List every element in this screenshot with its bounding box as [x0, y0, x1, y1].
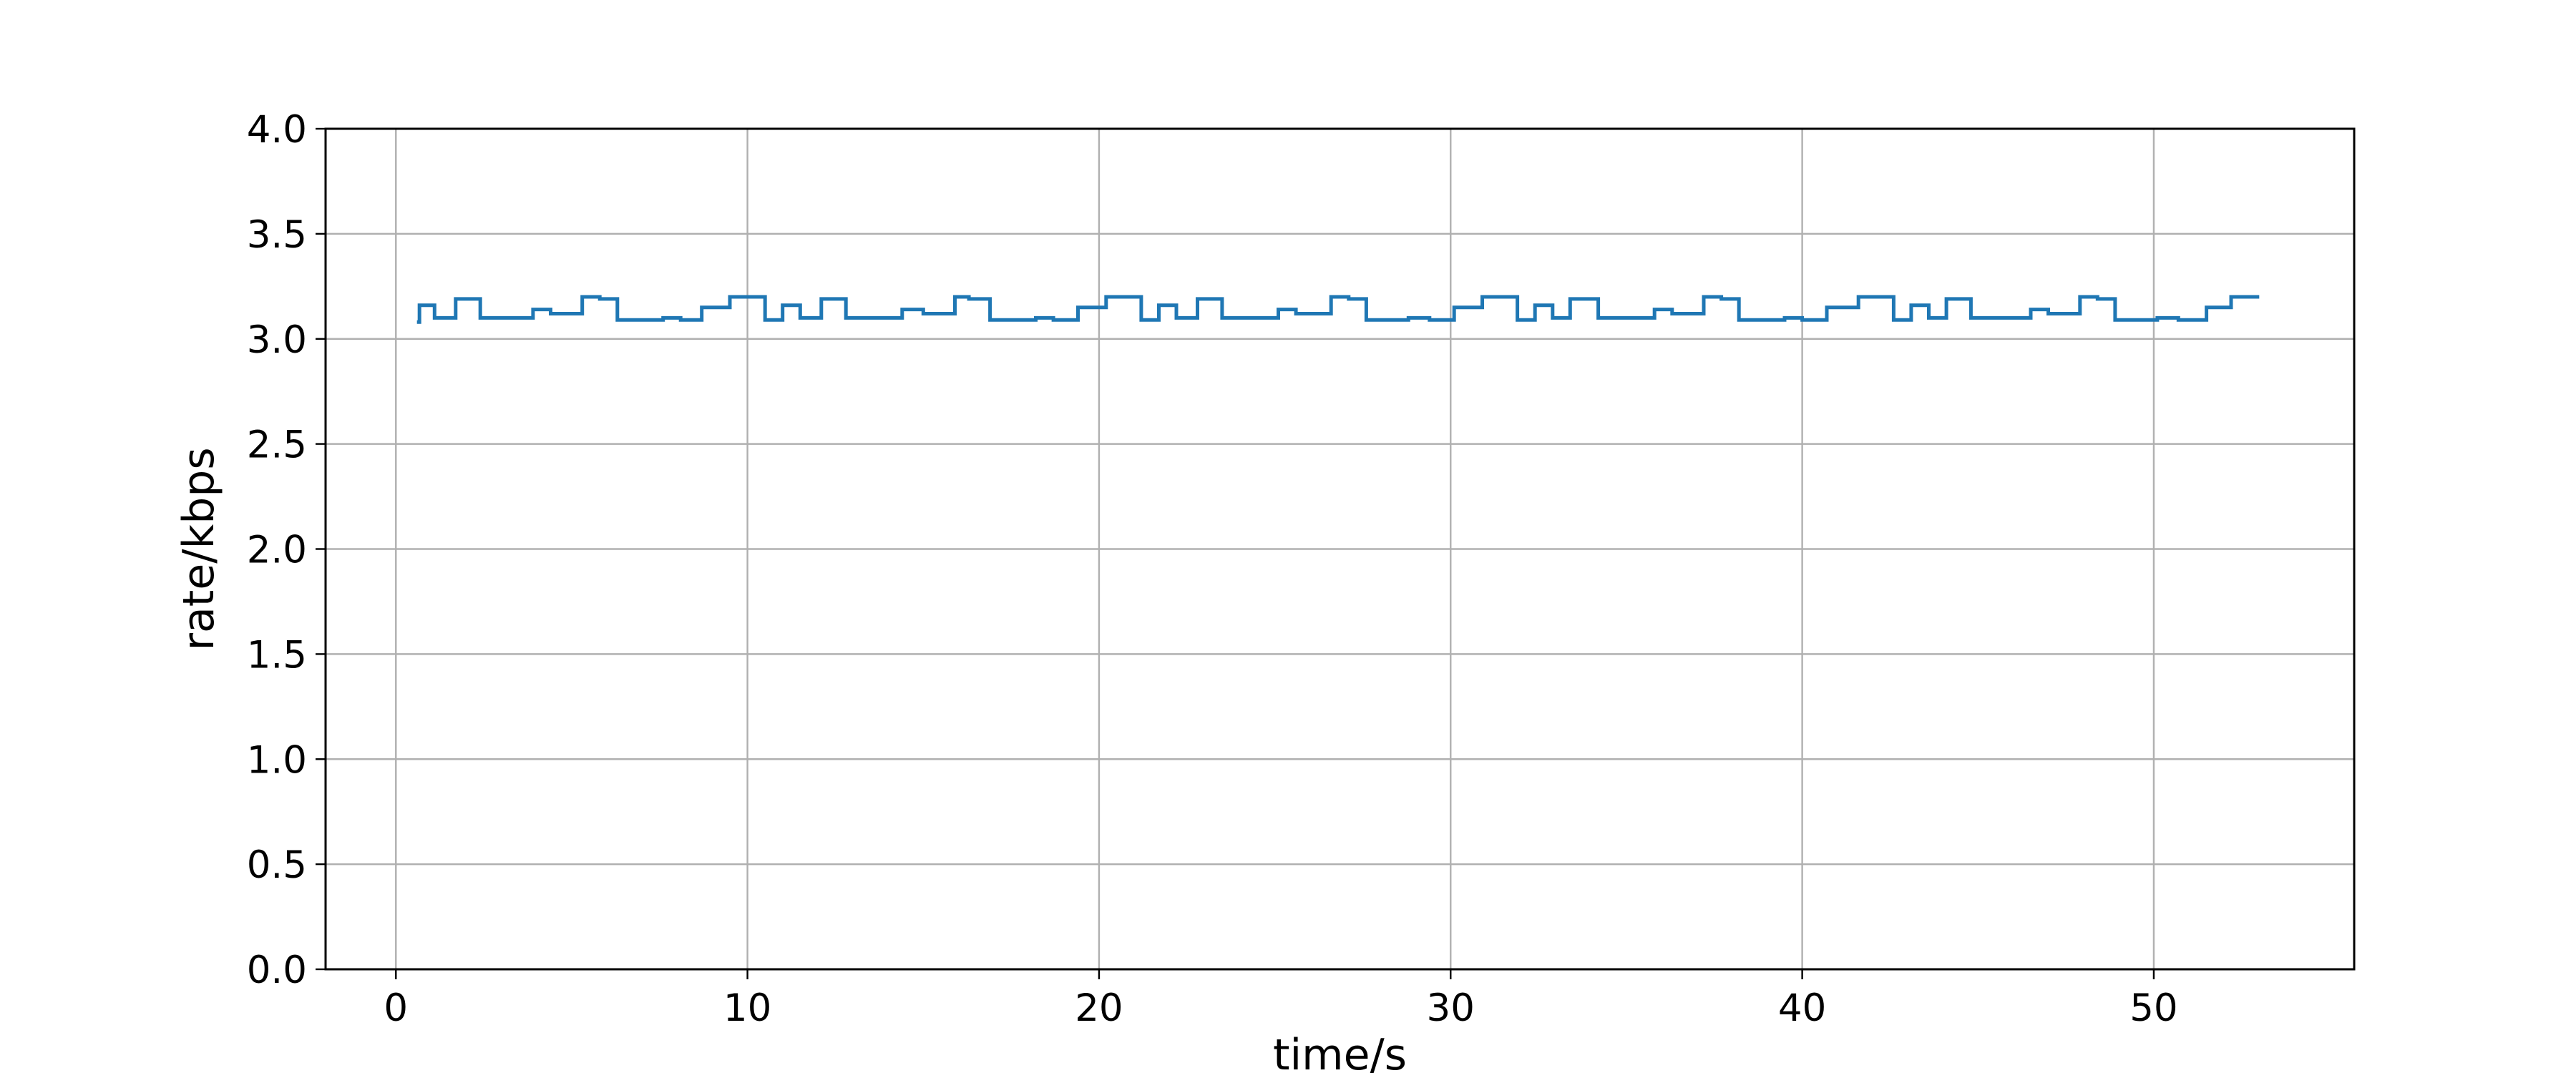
y-tick-label: 0.5 — [247, 843, 307, 887]
y-axis-label: rate/kbps — [174, 447, 224, 650]
y-tick-label: 2.5 — [247, 423, 307, 467]
grid — [326, 127, 2354, 971]
y-tick-label: 2.0 — [247, 529, 307, 572]
x-tick-label: 10 — [723, 986, 771, 1030]
y-tick-label: 3.5 — [247, 213, 307, 257]
x-tick-label: 30 — [1427, 986, 1475, 1030]
y-tick-label: 1.0 — [247, 738, 307, 782]
x-tick-label: 0 — [384, 986, 408, 1030]
x-tick-label: 20 — [1075, 986, 1123, 1030]
x-axis-label: time/s — [1273, 1030, 1407, 1073]
y-tick-label: 3.0 — [247, 318, 307, 362]
y-tick-label: 0.0 — [247, 949, 307, 992]
ticks: 0 10 20 30 40 50 0.0 0.5 1.0 1.5 2.0 2.5 3.0 3.5 4.0 — [247, 108, 2178, 1030]
x-tick-label: 50 — [2129, 986, 2177, 1030]
y-tick-label: 1.5 — [247, 633, 307, 677]
x-tick-label: 40 — [1778, 986, 1826, 1030]
y-tick-label: 4.0 — [247, 108, 307, 152]
series-layer — [416, 295, 2260, 324]
rate-step-line — [416, 295, 2260, 324]
